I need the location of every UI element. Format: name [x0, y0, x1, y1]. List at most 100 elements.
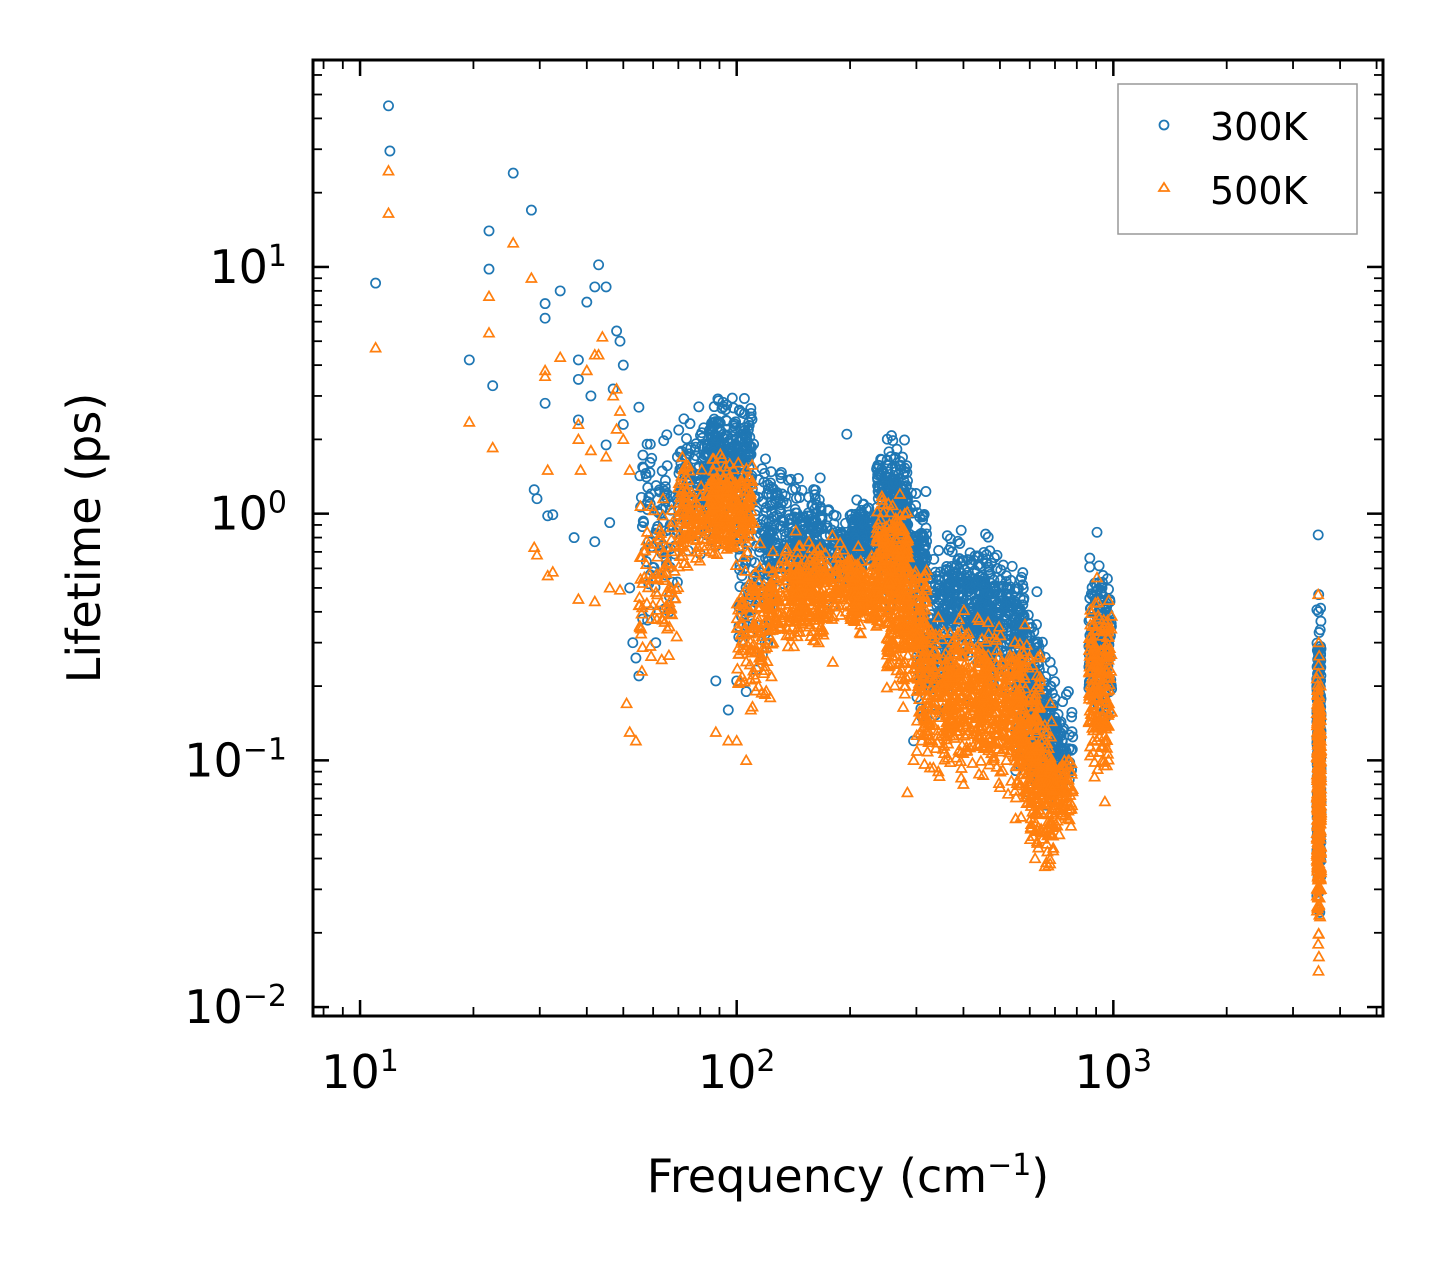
- point-500k: [825, 528, 839, 541]
- point-500k: [659, 566, 673, 579]
- point-500k: [916, 621, 930, 634]
- point-300k: [641, 438, 653, 450]
- point-500k: [789, 587, 803, 599]
- point-300k: [717, 396, 729, 408]
- point-500k: [799, 568, 813, 580]
- point-500k: [903, 570, 917, 582]
- point-300k: [980, 528, 992, 540]
- point-500k: [725, 524, 739, 536]
- point-300k: [902, 475, 913, 487]
- point-500k: [720, 484, 734, 496]
- point-300k: [572, 354, 584, 366]
- point-300k: [821, 520, 833, 532]
- point-300k: [1024, 629, 1036, 641]
- point-500k: [658, 615, 672, 627]
- point-500k: [803, 610, 817, 623]
- point-500k: [656, 491, 670, 504]
- point-300k: [547, 509, 559, 521]
- point-500k: [848, 570, 862, 582]
- point-500k: [738, 484, 752, 497]
- point-500k: [900, 546, 914, 559]
- point-300k: [931, 587, 943, 599]
- point-500k: [747, 516, 761, 528]
- point-500k: [768, 585, 782, 597]
- point-300k: [921, 552, 933, 564]
- point-300k: [850, 537, 862, 549]
- point-500k: [778, 554, 792, 566]
- point-300k: [572, 373, 584, 385]
- point-300k: [730, 418, 741, 430]
- point-500k: [733, 474, 747, 487]
- point-500k: [881, 564, 895, 577]
- point-500k: [900, 505, 914, 517]
- point-300k: [920, 486, 932, 497]
- point-500k: [893, 487, 907, 499]
- point-300k: [604, 517, 616, 529]
- point-300k: [728, 420, 740, 432]
- point-500k: [634, 499, 647, 511]
- point-300k: [952, 554, 964, 566]
- point-500k: [751, 679, 765, 692]
- point-300k: [889, 466, 901, 478]
- point-500k: [894, 666, 908, 679]
- point-500k: [748, 581, 762, 593]
- point-300k: [1057, 725, 1069, 737]
- point-300k: [617, 418, 629, 430]
- point-300k: [738, 443, 750, 455]
- point-300k: [722, 704, 734, 716]
- point-500k: [762, 585, 775, 597]
- point-300k: [810, 515, 822, 527]
- point-500k: [672, 476, 686, 489]
- point-300k: [654, 486, 666, 498]
- point-500k: [720, 463, 734, 476]
- point-300k: [642, 482, 654, 493]
- point-300k: [956, 555, 968, 566]
- point-300k: [739, 408, 750, 420]
- point-300k: [991, 549, 1003, 561]
- point-300k: [790, 492, 802, 504]
- point-300k: [539, 397, 551, 409]
- point-500k: [815, 624, 829, 636]
- point-300k: [611, 325, 623, 337]
- point-500k: [792, 539, 806, 552]
- point-500k: [737, 623, 751, 636]
- point-500k: [898, 507, 912, 519]
- point-500k: [875, 493, 889, 505]
- point-300k: [634, 470, 646, 482]
- point-300k: [736, 432, 747, 444]
- point-300k: [661, 429, 673, 441]
- point-500k: [804, 629, 818, 641]
- point-500k: [730, 481, 744, 493]
- point-500k: [704, 544, 718, 557]
- point-500k: [682, 500, 696, 513]
- point-500k: [813, 541, 827, 553]
- point-500k: [664, 602, 678, 614]
- point-500k: [665, 520, 679, 533]
- point-300k: [780, 530, 792, 542]
- point-500k: [695, 463, 709, 475]
- point-500k: [780, 628, 794, 641]
- point-500k: [880, 681, 894, 693]
- point-300k: [954, 538, 966, 549]
- point-500k: [666, 515, 679, 528]
- point-500k: [659, 540, 673, 553]
- point-300k: [804, 531, 816, 543]
- point-300k: [769, 537, 781, 549]
- point-300k: [1014, 574, 1026, 586]
- point-300k: [1084, 561, 1096, 573]
- point-500k: [743, 657, 757, 670]
- point-500k: [815, 549, 829, 561]
- point-500k: [636, 640, 650, 653]
- point-500k: [890, 522, 904, 534]
- point-500k: [900, 589, 914, 602]
- point-500k: [889, 511, 903, 524]
- point-500k: [808, 560, 822, 572]
- point-300k: [945, 575, 957, 587]
- point-300k: [988, 574, 1000, 586]
- point-300k: [633, 401, 645, 413]
- point-500k: [829, 562, 843, 575]
- point-500k: [727, 462, 741, 474]
- point-300k: [765, 481, 777, 493]
- point-500k: [731, 641, 745, 653]
- point-500k: [793, 559, 807, 571]
